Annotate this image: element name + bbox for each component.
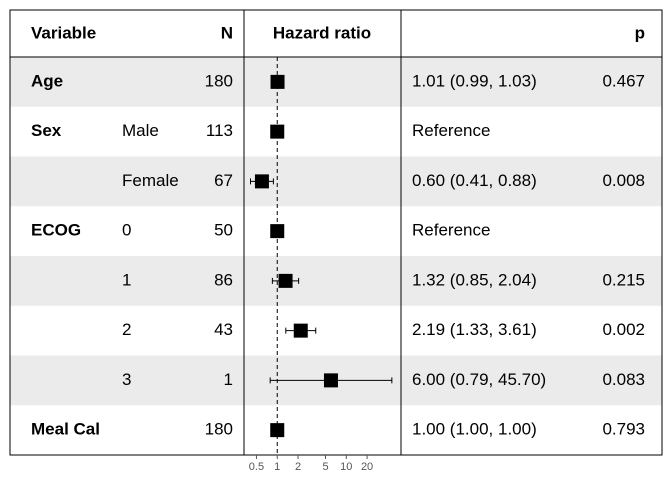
header-p: p <box>635 23 645 42</box>
estimate-square <box>270 74 285 89</box>
row-stripe <box>10 57 662 107</box>
row-p: 0.008 <box>602 171 645 190</box>
row-n: 50 <box>214 221 233 240</box>
row-n: 113 <box>206 121 233 140</box>
header-n: N <box>221 23 233 42</box>
row-p: 0.083 <box>602 370 645 389</box>
row-estimate: 1.32 (0.85, 2.04) <box>412 270 537 289</box>
row-estimate: 0.60 (0.41, 0.88) <box>412 171 537 190</box>
row-level: 0 <box>122 221 131 240</box>
estimate-square <box>278 273 293 288</box>
x-tick-label: 1 <box>274 461 280 473</box>
row-estimate: 6.00 (0.79, 45.70) <box>412 370 546 389</box>
row-p: 0.002 <box>602 320 645 339</box>
row-n: 86 <box>214 270 233 289</box>
estimate-square <box>270 124 285 139</box>
x-tick-label: 2 <box>295 461 301 473</box>
row-level: 1 <box>122 270 131 289</box>
row-variable: ECOG <box>31 221 81 240</box>
row-p: 0.793 <box>602 420 645 439</box>
row-stripe <box>10 256 662 306</box>
row-stripe <box>10 156 662 207</box>
row-n: 180 <box>205 420 233 439</box>
header-estimate: Hazard ratio <box>273 23 371 42</box>
row-estimate: Reference <box>412 121 490 140</box>
row-estimate: 1.00 (1.00, 1.00) <box>412 420 537 439</box>
estimate-square <box>323 373 338 388</box>
x-tick-label: 20 <box>361 461 373 473</box>
row-level: Male <box>122 121 159 140</box>
row-estimate: 1.01 (0.99, 1.03) <box>412 71 537 90</box>
row-variable: Age <box>31 71 63 90</box>
row-p: 0.467 <box>602 71 645 90</box>
row-n: 67 <box>214 171 233 190</box>
estimate-square <box>293 323 308 338</box>
row-n: 1 <box>224 370 233 389</box>
estimate-square <box>270 224 285 239</box>
row-p: 0.215 <box>602 270 645 289</box>
header-variable: Variable <box>31 23 96 42</box>
x-tick-label: 0.5 <box>249 461 264 473</box>
row-estimate: 2.19 (1.33, 3.61) <box>412 320 537 339</box>
row-n: 43 <box>214 320 233 339</box>
estimate-square <box>270 423 285 438</box>
row-level: 2 <box>122 320 131 339</box>
row-variable: Meal Cal <box>31 420 100 439</box>
x-tick-label: 5 <box>322 461 328 473</box>
row-n: 180 <box>205 71 233 90</box>
row-level: Female <box>122 171 179 190</box>
background <box>10 57 662 406</box>
estimate-square <box>254 174 269 189</box>
row-estimate: Reference <box>412 221 490 240</box>
frame <box>9 9 663 456</box>
row-level: 3 <box>122 370 131 389</box>
x-tick-label: 10 <box>340 461 352 473</box>
row-variable: Sex <box>31 121 62 140</box>
